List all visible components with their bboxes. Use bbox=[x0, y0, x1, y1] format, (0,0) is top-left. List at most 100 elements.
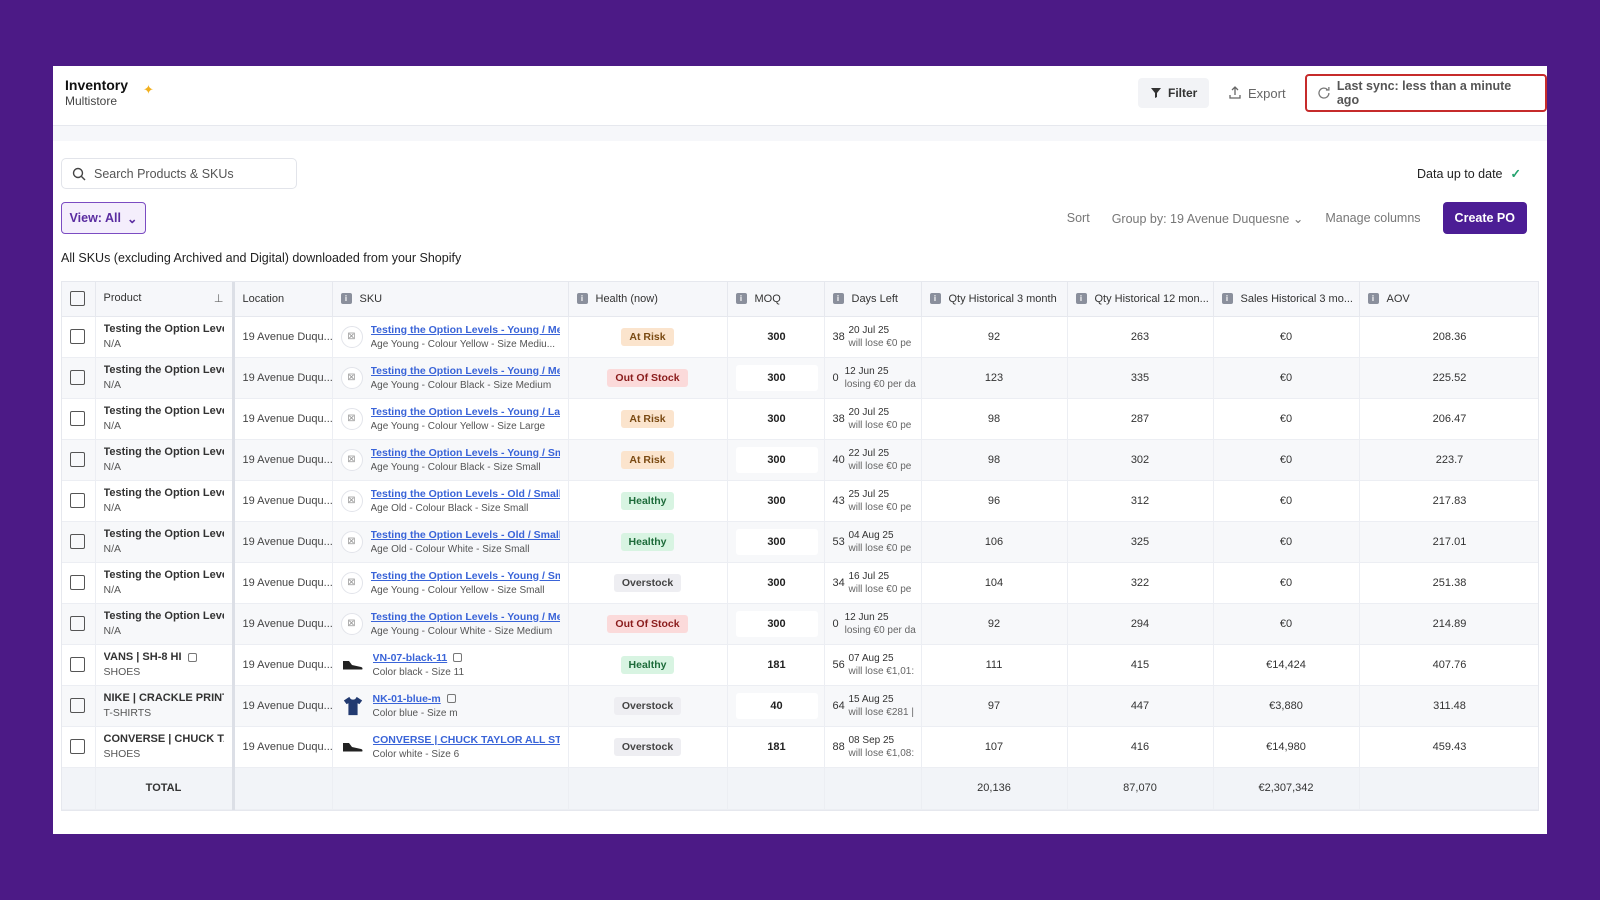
row-select[interactable] bbox=[62, 357, 96, 399]
header-select-all[interactable] bbox=[62, 282, 96, 317]
moq-cell[interactable]: 300 bbox=[727, 562, 825, 604]
moq-input[interactable]: 181 bbox=[767, 740, 786, 753]
info-icon[interactable]: i bbox=[1367, 293, 1379, 305]
moq-input[interactable]: 300 bbox=[735, 610, 818, 637]
pin-icon[interactable]: ⊥ bbox=[213, 293, 224, 306]
sku-link[interactable]: Testing the Option Levels - Young / Larg… bbox=[370, 405, 560, 418]
product-cell[interactable]: Testing the Option Levels N/A bbox=[95, 398, 235, 440]
moq-input[interactable]: 300 bbox=[735, 364, 818, 391]
header-days-left[interactable]: i Days Left bbox=[824, 282, 922, 317]
row-checkbox[interactable] bbox=[70, 493, 85, 508]
table-row[interactable]: Testing the Option Levels N/A 19 Avenue Du… bbox=[62, 521, 1538, 563]
row-select[interactable] bbox=[62, 603, 96, 645]
manage-columns-button[interactable]: Manage columns bbox=[1325, 211, 1421, 225]
row-select[interactable] bbox=[62, 644, 96, 686]
moq-cell[interactable]: 300 bbox=[727, 316, 825, 358]
row-checkbox[interactable] bbox=[70, 739, 85, 754]
moq-input[interactable]: 300 bbox=[767, 412, 786, 425]
create-po-button[interactable]: Create PO bbox=[1442, 202, 1527, 234]
table-row[interactable]: Testing the Option Levels N/A 19 Avenue Du… bbox=[62, 562, 1538, 604]
table-row[interactable]: Testing the Option Levels N/A 19 Avenue Du… bbox=[62, 480, 1538, 522]
product-cell[interactable]: Testing the Option Levels N/A bbox=[95, 316, 235, 358]
moq-input[interactable]: 300 bbox=[767, 576, 786, 589]
info-icon[interactable]: i bbox=[832, 293, 844, 305]
sku-link[interactable]: NK-01-blue-m bbox=[372, 692, 441, 705]
row-select[interactable] bbox=[62, 480, 96, 522]
row-select[interactable] bbox=[62, 316, 96, 358]
row-select[interactable] bbox=[62, 398, 96, 440]
table-row[interactable]: Testing the Option Levels N/A 19 Avenue Du… bbox=[62, 357, 1538, 399]
info-icon[interactable]: i bbox=[735, 293, 747, 305]
table-row[interactable]: Testing the Option Levels N/A 19 Avenue Du… bbox=[62, 316, 1538, 358]
header-sku[interactable]: i SKU bbox=[332, 282, 569, 317]
sort-button[interactable]: Sort bbox=[1066, 211, 1090, 225]
info-icon[interactable]: i bbox=[576, 293, 588, 305]
sku-link[interactable]: VN-07-black-11 bbox=[372, 651, 448, 664]
table-row[interactable]: Testing the Option Levels N/A 19 Avenue Du… bbox=[62, 398, 1538, 440]
row-select[interactable] bbox=[62, 562, 96, 604]
moq-input[interactable]: 300 bbox=[735, 528, 818, 555]
moq-input[interactable]: 300 bbox=[767, 330, 786, 343]
sparkle-icon[interactable]: ✦ bbox=[143, 82, 154, 97]
row-select[interactable] bbox=[62, 439, 96, 481]
info-icon[interactable]: i bbox=[1221, 293, 1233, 305]
copy-icon[interactable] bbox=[446, 694, 456, 704]
header-health[interactable]: i Health (now) bbox=[568, 282, 728, 317]
product-cell[interactable]: Testing the Option Levels N/A bbox=[95, 357, 235, 399]
header-qty-3m[interactable]: i Qty Historical 3 month bbox=[921, 282, 1068, 317]
product-cell[interactable]: CONVERSE | CHUCK TAYI SHOES bbox=[95, 726, 235, 768]
product-cell[interactable]: Testing the Option Levels N/A bbox=[95, 521, 235, 563]
product-cell[interactable]: Testing the Option Levels N/A bbox=[95, 439, 235, 481]
row-checkbox[interactable] bbox=[70, 698, 85, 713]
product-cell[interactable]: Testing the Option Levels N/A bbox=[95, 603, 235, 645]
sku-link[interactable]: Testing the Option Levels - Young / Medi bbox=[370, 364, 560, 377]
row-select[interactable] bbox=[62, 726, 96, 768]
product-cell[interactable]: Testing the Option Levels N/A bbox=[95, 562, 235, 604]
row-checkbox[interactable] bbox=[70, 534, 85, 549]
export-button[interactable]: Export bbox=[1216, 78, 1298, 108]
filter-button[interactable]: Filter bbox=[1138, 78, 1210, 108]
moq-cell[interactable]: 300 bbox=[727, 398, 825, 440]
group-by-button[interactable]: Group by: 19 Avenue Duquesne ⌄ bbox=[1112, 211, 1304, 226]
sku-link[interactable]: CONVERSE | CHUCK TAYLOR ALL STAR I bbox=[372, 733, 560, 746]
select-all-checkbox[interactable] bbox=[70, 291, 85, 307]
row-checkbox[interactable] bbox=[70, 616, 85, 631]
row-select[interactable] bbox=[62, 521, 96, 563]
row-checkbox[interactable] bbox=[70, 370, 85, 385]
moq-input[interactable]: 181 bbox=[767, 658, 786, 671]
sku-link[interactable]: Testing the Option Levels - Young / Smal bbox=[370, 446, 560, 459]
info-icon[interactable]: i bbox=[929, 293, 941, 305]
row-checkbox[interactable] bbox=[70, 452, 85, 467]
row-select[interactable] bbox=[62, 685, 96, 727]
info-icon[interactable]: i bbox=[1075, 293, 1087, 305]
moq-input[interactable]: 300 bbox=[767, 494, 786, 507]
table-row[interactable]: CONVERSE | CHUCK TAYI SHOES 19 Avenue Duqu… bbox=[62, 726, 1538, 768]
view-selector[interactable]: View: All ⌄ bbox=[61, 202, 146, 234]
table-row[interactable]: Testing the Option Levels N/A 19 Avenue Du… bbox=[62, 439, 1538, 481]
moq-cell[interactable]: 181 bbox=[727, 726, 825, 768]
moq-cell[interactable]: 300 bbox=[727, 603, 825, 645]
sku-link[interactable]: Testing the Option Levels - Young / Medi bbox=[370, 610, 560, 623]
header-qty-12m[interactable]: i Qty Historical 12 mon... bbox=[1067, 282, 1214, 317]
header-location[interactable]: Location bbox=[233, 282, 333, 317]
moq-cell[interactable]: 300 bbox=[727, 521, 825, 563]
info-icon[interactable]: i bbox=[340, 293, 352, 305]
search-box[interactable] bbox=[61, 158, 297, 189]
table-row[interactable]: Testing the Option Levels N/A 19 Avenue Du… bbox=[62, 603, 1538, 645]
sku-link[interactable]: Testing the Option Levels - Old / Small … bbox=[370, 487, 560, 500]
copy-icon[interactable] bbox=[453, 653, 463, 663]
copy-icon[interactable] bbox=[187, 652, 197, 662]
header-product[interactable]: Product ⊥ bbox=[95, 282, 235, 317]
search-input[interactable] bbox=[94, 166, 284, 181]
product-cell[interactable]: Testing the Option Levels N/A bbox=[95, 480, 235, 522]
moq-input[interactable]: 300 bbox=[735, 446, 818, 473]
row-checkbox[interactable] bbox=[70, 329, 85, 344]
moq-input[interactable]: 40 bbox=[735, 692, 818, 719]
last-sync-button[interactable]: Last sync: less than a minute ago bbox=[1305, 74, 1547, 112]
row-checkbox[interactable] bbox=[70, 657, 85, 672]
sku-link[interactable]: Testing the Option Levels - Old / Small … bbox=[370, 528, 560, 541]
moq-cell[interactable]: 300 bbox=[727, 439, 825, 481]
row-checkbox[interactable] bbox=[70, 575, 85, 590]
